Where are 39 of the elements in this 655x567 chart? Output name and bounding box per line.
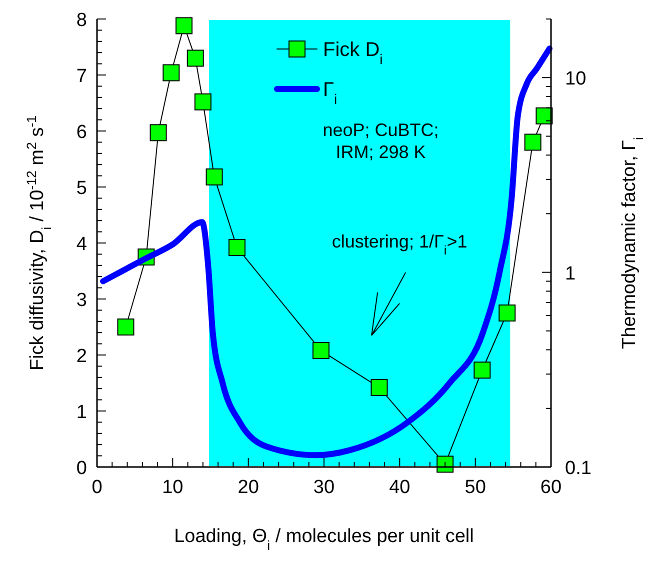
point <box>176 17 193 34</box>
legend-label: Fick D$_{i}$ <box>323 39 383 67</box>
legend-label: Γ$_{i}$ <box>323 79 338 107</box>
point <box>498 304 516 322</box>
point <box>194 93 212 110</box>
point <box>524 134 542 151</box>
point <box>162 64 180 82</box>
point <box>186 50 204 67</box>
y-tick-label: 5 <box>76 178 87 199</box>
y-tick-label: 2 <box>76 346 87 367</box>
x-tick-label: 30 <box>313 477 335 498</box>
point <box>312 342 330 360</box>
band-label: clustering; 1/Γ$_{i}$>1 <box>332 231 468 258</box>
y-tick-label: 1 <box>76 402 87 423</box>
y-tick-label: 3 <box>76 290 87 311</box>
point <box>206 168 223 186</box>
x-tick-label: 10 <box>162 477 184 498</box>
point <box>228 238 246 256</box>
y-tick-label: 7 <box>76 66 87 87</box>
point <box>536 107 553 124</box>
y2-tick-label: 0.1 <box>565 458 592 479</box>
y2-tick-label: 10 <box>565 68 586 90</box>
y-tick-label: 4 <box>76 234 88 255</box>
point <box>370 378 388 396</box>
point <box>117 318 134 336</box>
y-tick-label: 0 <box>76 458 87 479</box>
x-tick-label: 50 <box>464 477 486 498</box>
x-tick-label: 20 <box>238 477 259 498</box>
y-tick-label: 6 <box>76 122 87 143</box>
x-tick-label: 40 <box>389 477 410 498</box>
x-tick-label: 60 <box>540 477 562 498</box>
annotation: neoP; CuBTC; IRM; 298 K <box>322 120 439 162</box>
x-tick-label: 0 <box>92 477 102 498</box>
point <box>474 362 491 379</box>
point <box>150 124 167 142</box>
y2-tick-label: 1 <box>565 263 576 284</box>
x-axis-title: Loading, Θ$_{i}$ / molecules per unit cell <box>174 526 474 552</box>
y-tick-label: 8 <box>76 10 87 31</box>
point <box>436 456 454 473</box>
